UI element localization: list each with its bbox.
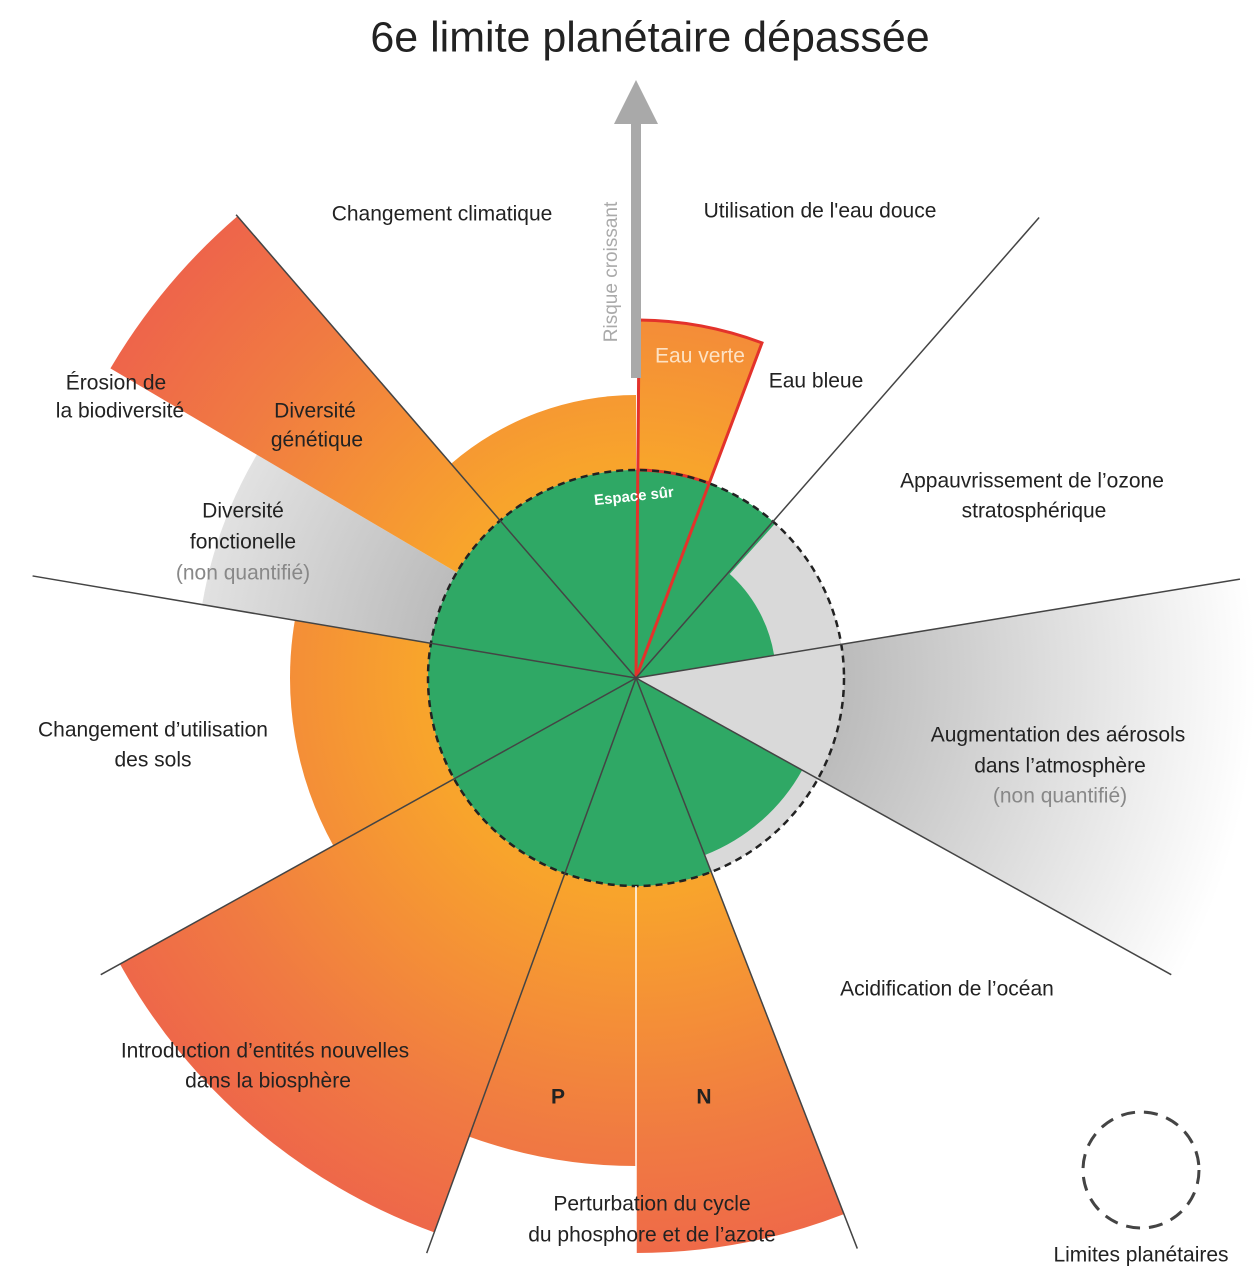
- divider: [425, 677, 637, 1254]
- label: Eau verte: [655, 345, 745, 368]
- label: dans l’atmosphère: [974, 755, 1146, 778]
- label: stratosphérique: [962, 500, 1107, 523]
- safe-wedge: [634, 468, 712, 679]
- label: Introduction d’entités nouvelles: [121, 1040, 409, 1063]
- divider: [100, 677, 637, 976]
- label: Perturbation du cycle: [553, 1193, 750, 1216]
- label: Eau bleue: [769, 370, 864, 393]
- title: 6e limite planétaire dépassée: [370, 13, 929, 61]
- divider: [32, 575, 637, 679]
- arrow-shaft: [631, 118, 641, 378]
- arrow-head: [614, 80, 658, 124]
- safe-wedge: [636, 572, 775, 678]
- label: la biodiversité: [56, 400, 184, 423]
- divider: [635, 677, 859, 1249]
- label: fonctionelle: [190, 531, 296, 554]
- label: (non quantifié): [176, 562, 310, 585]
- divider: [635, 578, 1241, 679]
- divider: [635, 217, 1040, 679]
- label: Diversité: [202, 500, 284, 523]
- label: Diversité: [274, 400, 356, 423]
- label: Augmentation des aérosols: [931, 724, 1186, 747]
- label: Érosion de: [66, 372, 166, 395]
- legend-label: Limites planétaires: [1053, 1244, 1228, 1267]
- safe-wedge: [636, 678, 803, 856]
- labels: 6e limite planétaire dépassée Risque cro…: [38, 13, 1229, 1266]
- label: dans la biosphère: [185, 1070, 351, 1093]
- arrow-label: Risque croissant: [601, 201, 622, 342]
- label: Appauvrissement de l’ozone: [900, 470, 1164, 493]
- label: des sols: [114, 749, 191, 772]
- label: P: [551, 1086, 565, 1109]
- safe-wedge: [428, 470, 776, 887]
- label: Changement d’utilisation: [38, 719, 268, 742]
- divider: [235, 214, 637, 679]
- label: Acidification de l’océan: [840, 978, 1054, 1001]
- label: (non quantifié): [993, 785, 1127, 808]
- label: N: [696, 1086, 711, 1109]
- label: génétique: [271, 429, 363, 452]
- legend-circle: [1081, 1110, 1201, 1230]
- label: Utilisation de l'eau douce: [704, 200, 937, 223]
- label: Changement climatique: [332, 203, 553, 226]
- divider: [635, 677, 1172, 976]
- label: du phosphore et de l’azote: [528, 1224, 776, 1247]
- wedges: [32, 80, 1256, 1268]
